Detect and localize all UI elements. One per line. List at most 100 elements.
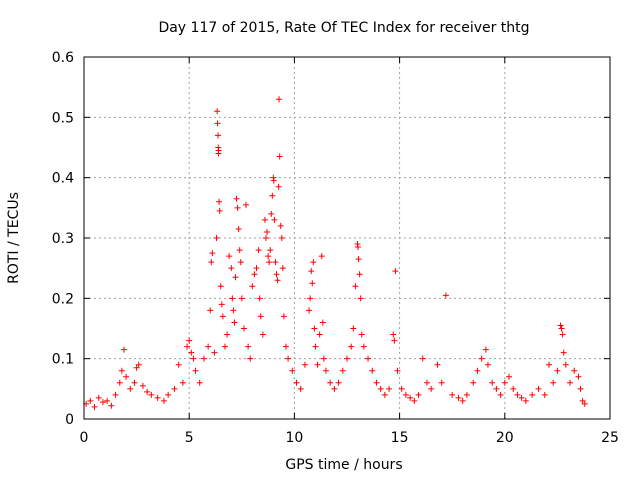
data-point [322,367,329,374]
data-point [179,379,186,386]
data-point [344,355,350,362]
data-point [165,391,172,398]
data-point [554,367,561,374]
data-point [352,283,359,290]
x-tick-label: 15 [391,430,409,446]
data-point [228,265,235,272]
data-point [514,391,521,398]
data-point [369,367,376,374]
data-point [268,210,275,217]
data-point [310,259,317,266]
data-point [245,343,252,350]
data-point [318,253,325,260]
data-point [207,307,214,314]
data-point [188,349,195,356]
data-point [373,379,380,386]
data-point [243,201,250,208]
data-point [365,355,372,362]
data-point [251,271,258,278]
data-point [470,379,477,386]
data-point [271,216,278,223]
data-point [237,259,244,266]
data-point [154,394,161,401]
data-point [135,361,142,368]
data-point [577,385,584,392]
data-point [501,379,508,386]
data-point [377,385,384,392]
data-point [392,268,399,275]
data-point [434,361,441,368]
y-tick-label: 0 [65,412,74,428]
data-point [184,343,191,350]
data-point [557,322,564,329]
data-point [562,361,569,368]
y-tick-label: 0.5 [52,110,74,126]
data-point [478,355,485,362]
data-point [394,367,401,374]
data-point [285,355,292,362]
data-point [127,385,134,392]
data-point [331,385,338,392]
data-point [541,391,548,398]
data-point [240,325,247,332]
data-point [209,250,216,257]
x-tick-label: 25 [601,430,619,446]
data-point [276,96,283,103]
data-point [148,391,155,398]
data-point [186,337,193,344]
data-point [255,247,262,254]
data-point [273,271,280,278]
x-tick-label: 5 [185,430,194,446]
data-point [579,397,586,404]
data-point [230,307,237,314]
data-point [559,331,566,338]
data-point [235,225,242,232]
y-tick-label: 0.3 [52,231,74,247]
data-point [350,325,357,332]
data-point [411,397,418,404]
data-point [221,343,228,350]
axis-layer: 0 0.1 0.2 0.3 0.4 0.5 0.6 0 5 10 15 20 25 [52,50,619,446]
data-point [226,253,233,260]
data-point [355,256,362,263]
data-point [144,388,151,395]
data-point [357,295,364,302]
data-point [116,379,123,386]
data-point [438,379,445,386]
data-point [269,192,276,199]
data-point [215,132,222,139]
data-point [319,319,326,326]
data-point [449,391,456,398]
data-point [463,391,470,398]
data-point [205,343,212,350]
data-point [275,183,282,190]
data-point [234,204,241,211]
data-point [301,361,308,368]
data-point [257,313,264,320]
data-point [219,313,226,320]
data-point [348,343,355,350]
data-point [200,355,207,362]
data-point [402,391,409,398]
points-layer [83,96,588,410]
y-tick-label: 0.1 [52,352,74,368]
x-tick-label: 0 [80,430,89,446]
y-tick-label: 0.4 [52,171,74,187]
data-point [428,385,435,392]
data-point [232,274,239,281]
data-point [261,216,268,223]
data-point [497,391,504,398]
data-point [247,355,254,362]
data-point [99,399,106,406]
data-point [358,331,365,338]
data-point [309,280,316,287]
data-point [87,397,94,404]
data-point [276,153,283,160]
data-point [459,397,466,404]
data-point [381,391,388,398]
data-point [216,207,223,214]
data-point [214,108,221,115]
data-point [311,325,318,332]
data-point [518,394,525,401]
